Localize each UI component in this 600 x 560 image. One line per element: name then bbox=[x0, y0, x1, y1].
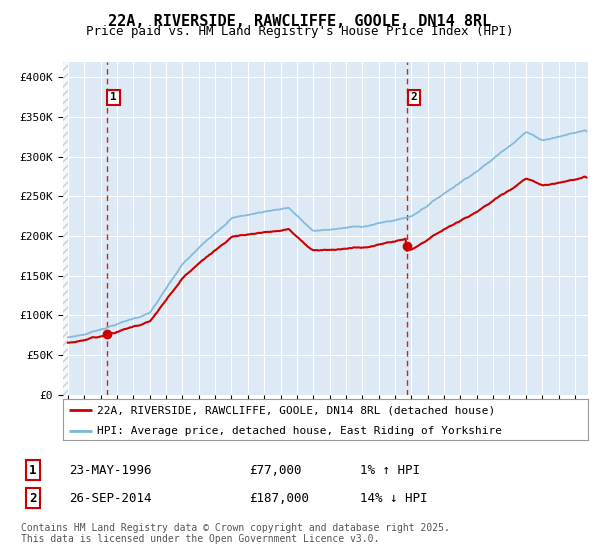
Text: HPI: Average price, detached house, East Riding of Yorkshire: HPI: Average price, detached house, East… bbox=[97, 426, 502, 436]
Text: Contains HM Land Registry data © Crown copyright and database right 2025.
This d: Contains HM Land Registry data © Crown c… bbox=[21, 522, 450, 544]
Text: 26-SEP-2014: 26-SEP-2014 bbox=[69, 492, 151, 505]
Text: 14% ↓ HPI: 14% ↓ HPI bbox=[360, 492, 427, 505]
Text: 23-MAY-1996: 23-MAY-1996 bbox=[69, 464, 151, 477]
Text: 22A, RIVERSIDE, RAWCLIFFE, GOOLE, DN14 8RL (detached house): 22A, RIVERSIDE, RAWCLIFFE, GOOLE, DN14 8… bbox=[97, 405, 496, 415]
Text: 22A, RIVERSIDE, RAWCLIFFE, GOOLE, DN14 8RL: 22A, RIVERSIDE, RAWCLIFFE, GOOLE, DN14 8… bbox=[109, 14, 491, 29]
Text: 2: 2 bbox=[29, 492, 37, 505]
Text: Price paid vs. HM Land Registry's House Price Index (HPI): Price paid vs. HM Land Registry's House … bbox=[86, 25, 514, 38]
Text: 1% ↑ HPI: 1% ↑ HPI bbox=[360, 464, 420, 477]
Text: 1: 1 bbox=[110, 92, 117, 102]
Text: 2: 2 bbox=[410, 92, 417, 102]
Text: £187,000: £187,000 bbox=[249, 492, 309, 505]
Text: £77,000: £77,000 bbox=[249, 464, 302, 477]
Text: 1: 1 bbox=[29, 464, 37, 477]
